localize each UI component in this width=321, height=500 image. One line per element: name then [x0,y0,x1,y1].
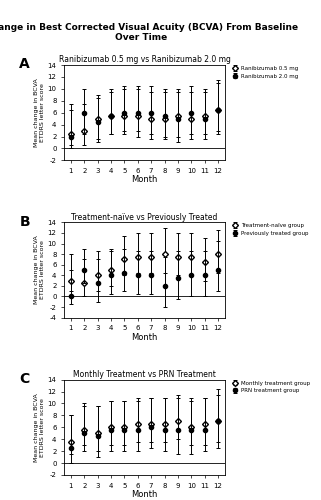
Y-axis label: Mean change in BCVA
ETDRS letter score: Mean change in BCVA ETDRS letter score [34,393,45,462]
Text: B: B [19,214,30,228]
Title: Ranibizumab 0.5 mg vs Ranibizumab 2.0 mg: Ranibizumab 0.5 mg vs Ranibizumab 2.0 mg [58,55,230,64]
Legend: Ranibizumab 0.5 mg, Ranibizumab 2.0 mg: Ranibizumab 0.5 mg, Ranibizumab 2.0 mg [231,66,299,78]
Text: A: A [19,58,30,71]
Y-axis label: Mean change in BCVA
ETDRS letter score: Mean change in BCVA ETDRS letter score [34,236,45,304]
X-axis label: Month: Month [131,490,158,499]
Title: Monthly Treatment vs PRN Treatment: Monthly Treatment vs PRN Treatment [73,370,216,379]
X-axis label: Month: Month [131,176,158,184]
Text: Change in Best Corrected Visual Acuity (BCVA) From Baseline
Over Time: Change in Best Corrected Visual Acuity (… [0,22,298,42]
Text: C: C [19,372,30,386]
Title: Treatment-naïve vs Previously Treated: Treatment-naïve vs Previously Treated [71,212,218,222]
Legend: Treatment-naïve group, Previously treated group: Treatment-naïve group, Previously treate… [231,223,309,236]
Y-axis label: Mean change in BCVA
ETDRS letter score: Mean change in BCVA ETDRS letter score [34,78,45,147]
Legend: Monthly treatment group, PRN treatment group: Monthly treatment group, PRN treatment g… [231,380,310,394]
X-axis label: Month: Month [131,332,158,342]
